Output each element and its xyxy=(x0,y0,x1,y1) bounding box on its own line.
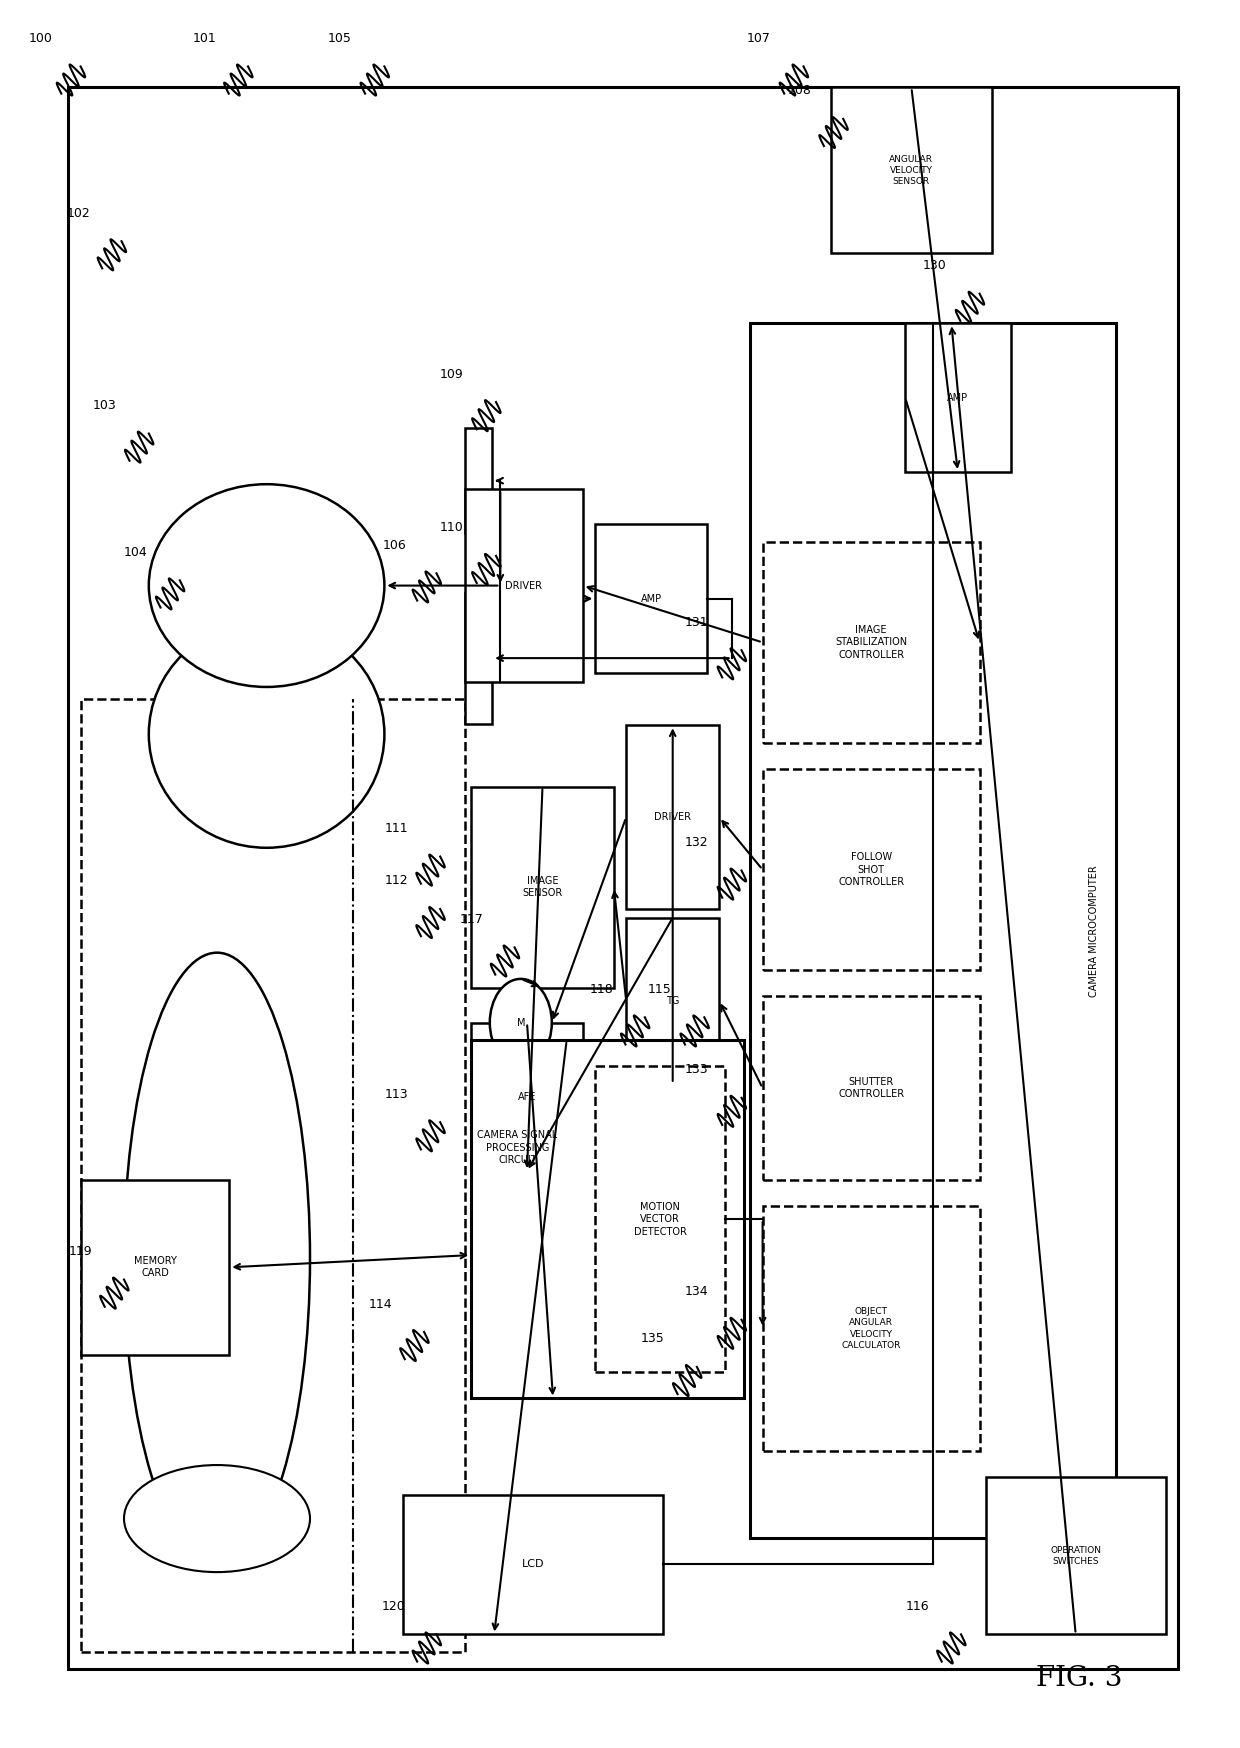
FancyBboxPatch shape xyxy=(986,1477,1166,1634)
Text: 104: 104 xyxy=(123,545,148,559)
Text: CAMERA SIGNAL
PROCESSING
CIRCUIT: CAMERA SIGNAL PROCESSING CIRCUIT xyxy=(477,1131,558,1164)
FancyBboxPatch shape xyxy=(905,323,1011,472)
Text: 133: 133 xyxy=(684,1063,709,1077)
Text: 118: 118 xyxy=(589,982,614,996)
Text: 131: 131 xyxy=(684,615,709,629)
FancyBboxPatch shape xyxy=(81,1180,229,1355)
FancyBboxPatch shape xyxy=(465,489,583,682)
FancyBboxPatch shape xyxy=(471,787,614,988)
FancyBboxPatch shape xyxy=(81,699,465,1652)
FancyBboxPatch shape xyxy=(763,769,980,970)
Text: MEMORY
CARD: MEMORY CARD xyxy=(134,1257,176,1278)
Text: 134: 134 xyxy=(684,1285,709,1299)
FancyBboxPatch shape xyxy=(763,542,980,743)
Text: 101: 101 xyxy=(192,31,217,45)
Text: DRIVER: DRIVER xyxy=(655,813,691,822)
FancyBboxPatch shape xyxy=(763,996,980,1180)
Text: 130: 130 xyxy=(923,259,947,273)
Text: DRIVER: DRIVER xyxy=(506,580,542,591)
Text: 120: 120 xyxy=(381,1599,405,1613)
FancyBboxPatch shape xyxy=(626,725,719,909)
Text: 102: 102 xyxy=(66,206,91,220)
Text: 116: 116 xyxy=(905,1599,930,1613)
FancyBboxPatch shape xyxy=(595,524,707,673)
Text: FIG. 3: FIG. 3 xyxy=(1035,1664,1122,1692)
Text: 106: 106 xyxy=(382,538,407,552)
Text: OBJECT
ANGULAR
VELOCITY
CALCULATOR: OBJECT ANGULAR VELOCITY CALCULATOR xyxy=(842,1308,900,1349)
Text: 109: 109 xyxy=(439,367,464,381)
FancyBboxPatch shape xyxy=(763,1206,980,1451)
Text: 112: 112 xyxy=(384,874,409,888)
Text: TG: TG xyxy=(666,996,680,1005)
Text: 119: 119 xyxy=(68,1245,93,1259)
Text: MOTION
VECTOR
DETECTOR: MOTION VECTOR DETECTOR xyxy=(634,1203,687,1236)
Ellipse shape xyxy=(124,1465,310,1571)
FancyBboxPatch shape xyxy=(471,1040,744,1398)
Text: 135: 135 xyxy=(640,1332,665,1346)
Text: 100: 100 xyxy=(29,31,53,45)
Ellipse shape xyxy=(149,621,384,848)
Text: 107: 107 xyxy=(746,31,771,45)
FancyBboxPatch shape xyxy=(68,87,1178,1669)
FancyBboxPatch shape xyxy=(465,428,492,533)
Text: 113: 113 xyxy=(384,1087,409,1101)
Text: IMAGE
STABILIZATION
CONTROLLER: IMAGE STABILIZATION CONTROLLER xyxy=(835,626,908,659)
Circle shape xyxy=(490,979,552,1066)
Text: FOLLOW
SHOT
CONTROLLER: FOLLOW SHOT CONTROLLER xyxy=(838,853,904,886)
Text: 105: 105 xyxy=(327,31,352,45)
Text: LCD: LCD xyxy=(522,1559,544,1570)
Text: OPERATION
SWITCHES: OPERATION SWITCHES xyxy=(1050,1545,1101,1566)
Text: 132: 132 xyxy=(684,836,709,850)
Text: M: M xyxy=(517,1017,525,1028)
Text: AMP: AMP xyxy=(640,594,662,603)
FancyBboxPatch shape xyxy=(595,1066,725,1372)
Text: IMAGE
SENSOR: IMAGE SENSOR xyxy=(522,876,563,898)
Ellipse shape xyxy=(124,953,310,1564)
Text: 110: 110 xyxy=(439,521,464,535)
Text: AFE: AFE xyxy=(518,1092,536,1101)
Ellipse shape xyxy=(149,484,384,687)
Text: 111: 111 xyxy=(384,822,409,836)
FancyBboxPatch shape xyxy=(403,1495,663,1634)
Text: SHUTTER
CONTROLLER: SHUTTER CONTROLLER xyxy=(838,1077,904,1099)
Text: ANGULAR
VELOCITY
SENSOR: ANGULAR VELOCITY SENSOR xyxy=(889,156,934,185)
Text: 114: 114 xyxy=(368,1297,393,1311)
Text: 115: 115 xyxy=(647,982,672,996)
FancyBboxPatch shape xyxy=(465,593,492,724)
FancyBboxPatch shape xyxy=(831,87,992,253)
FancyBboxPatch shape xyxy=(750,323,1116,1538)
Text: 108: 108 xyxy=(787,84,812,98)
FancyBboxPatch shape xyxy=(471,1023,583,1171)
Text: 103: 103 xyxy=(92,399,117,413)
Text: AMP: AMP xyxy=(947,393,968,402)
Text: CAMERA MICROCOMPUTER: CAMERA MICROCOMPUTER xyxy=(1089,865,1099,996)
Text: 117: 117 xyxy=(459,912,484,926)
FancyBboxPatch shape xyxy=(626,918,719,1084)
